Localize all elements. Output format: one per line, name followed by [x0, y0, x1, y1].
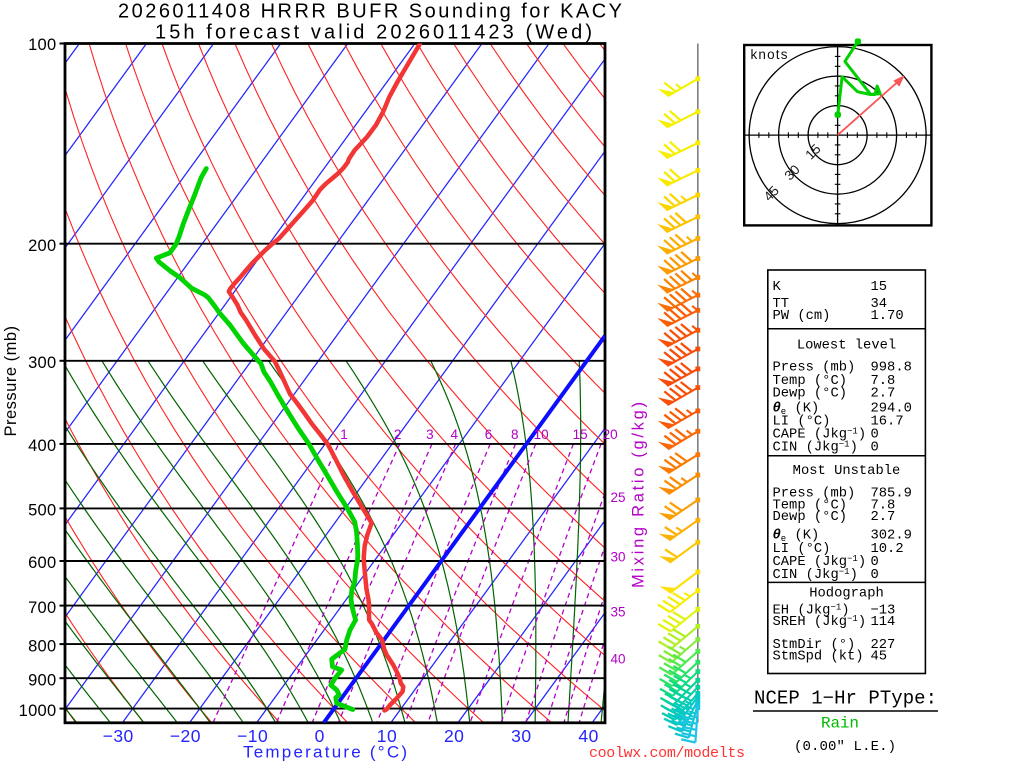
svg-text:200: 200: [28, 237, 56, 255]
svg-text:30: 30: [511, 726, 531, 746]
svg-text:TT: TT: [773, 297, 790, 312]
svg-text:coolwx.com/modelts: coolwx.com/modelts: [589, 745, 745, 762]
svg-text:2026011408 HRRR BUFR Sounding: 2026011408 HRRR BUFR Sounding for KACY: [118, 1, 622, 23]
svg-text:6: 6: [485, 427, 493, 442]
svg-text:2: 2: [394, 427, 402, 442]
svg-text:EH (Jkg−1): EH (Jkg−1): [773, 603, 850, 619]
svg-text:25: 25: [610, 490, 625, 505]
svg-text:227: 227: [871, 638, 896, 653]
svg-text:10: 10: [377, 726, 397, 746]
svg-text:16.7: 16.7: [871, 414, 904, 429]
svg-text:Dewp (°C): Dewp (°C): [773, 386, 848, 402]
svg-text:20: 20: [603, 427, 618, 442]
svg-text:35: 35: [610, 604, 625, 619]
svg-text:20: 20: [444, 726, 464, 746]
svg-text:Temperature (°C): Temperature (°C): [243, 743, 407, 762]
svg-text:900: 900: [28, 671, 56, 689]
svg-text:34: 34: [871, 297, 888, 312]
svg-text:Rain: Rain: [821, 715, 859, 733]
svg-text:1.70: 1.70: [871, 309, 904, 324]
svg-text:CIN (Jkg−1): CIN (Jkg−1): [773, 439, 858, 455]
svg-text:300: 300: [28, 354, 56, 372]
svg-text:0: 0: [871, 555, 879, 570]
svg-text:0: 0: [315, 726, 325, 746]
svg-text:294.0: 294.0: [871, 401, 912, 416]
svg-text:600: 600: [28, 554, 56, 572]
svg-text:400: 400: [28, 437, 56, 455]
svg-text:Hodograph: Hodograph: [809, 586, 884, 602]
svg-text:30: 30: [782, 162, 803, 183]
svg-text:θe (K): θe (K): [773, 400, 820, 417]
svg-text:700: 700: [28, 599, 56, 617]
svg-text:−20: −20: [170, 726, 201, 746]
svg-text:−30: −30: [103, 726, 134, 746]
svg-text:Dewp (°C): Dewp (°C): [773, 509, 848, 525]
svg-text:Most Unstable: Most Unstable: [793, 463, 901, 479]
svg-text:2.7: 2.7: [871, 510, 896, 525]
svg-text:1: 1: [340, 427, 348, 442]
svg-text:40: 40: [578, 726, 598, 746]
svg-text:40: 40: [610, 652, 625, 667]
svg-text:998.8: 998.8: [871, 361, 912, 376]
svg-text:114: 114: [871, 615, 896, 630]
svg-text:(0.00" L.E.): (0.00" L.E.): [794, 739, 896, 755]
svg-text:302.9: 302.9: [871, 529, 912, 544]
svg-text:SREH (Jkg−1): SREH (Jkg−1): [773, 614, 867, 630]
svg-text:Pressure (mb): Pressure (mb): [2, 325, 20, 436]
svg-text:Press (mb): Press (mb): [773, 486, 856, 502]
svg-text:CIN (Jkg−1): CIN (Jkg−1): [773, 567, 858, 583]
svg-text:0: 0: [871, 428, 879, 443]
svg-text:15: 15: [573, 427, 588, 442]
svg-text:2.7: 2.7: [871, 387, 896, 402]
svg-text:LI (°C): LI (°C): [773, 413, 831, 429]
svg-text:−10: −10: [237, 726, 268, 746]
svg-text:100: 100: [28, 36, 56, 54]
svg-text:10.2: 10.2: [871, 542, 904, 557]
svg-text:785.9: 785.9: [871, 487, 912, 502]
svg-text:45: 45: [871, 650, 888, 665]
svg-text:NCEP 1−Hr PType:: NCEP 1−Hr PType:: [754, 688, 937, 710]
svg-text:CAPE (Jkg−1): CAPE (Jkg−1): [773, 554, 867, 570]
svg-text:7.8: 7.8: [871, 374, 896, 389]
svg-text:7.8: 7.8: [871, 499, 896, 514]
svg-text:1000: 1000: [19, 702, 57, 720]
svg-text:Temp (°C): Temp (°C): [773, 373, 848, 389]
svg-text:0: 0: [871, 568, 879, 583]
svg-text:15h forecast valid 2026011423: 15h forecast valid 2026011423 (Wed): [155, 22, 592, 44]
svg-text:PW (cm): PW (cm): [773, 308, 831, 324]
svg-text:−13: −13: [871, 604, 896, 619]
svg-text:knots: knots: [751, 47, 788, 62]
svg-text:StmDir (°): StmDir (°): [773, 637, 856, 653]
svg-text:4: 4: [450, 427, 458, 442]
svg-text:CAPE (Jkg−1): CAPE (Jkg−1): [773, 427, 867, 443]
svg-text:Lowest level: Lowest level: [797, 337, 896, 353]
svg-text:800: 800: [28, 637, 56, 655]
svg-text:10: 10: [534, 427, 549, 442]
svg-text:Press (mb): Press (mb): [773, 360, 856, 376]
svg-text:StmSpd (kt): StmSpd (kt): [773, 649, 864, 665]
svg-text:Temp (°C): Temp (°C): [773, 498, 848, 514]
svg-text:Mixing Ratio (g/kg): Mixing Ratio (g/kg): [630, 402, 648, 588]
svg-text:3: 3: [426, 427, 434, 442]
svg-text:500: 500: [28, 502, 56, 520]
svg-text:30: 30: [610, 550, 625, 565]
svg-text:15: 15: [871, 280, 888, 295]
svg-text:θe (K): θe (K): [773, 528, 820, 545]
svg-text:K: K: [773, 280, 782, 295]
svg-text:LI (°C): LI (°C): [773, 541, 831, 557]
svg-text:0: 0: [871, 440, 879, 455]
svg-text:8: 8: [511, 427, 519, 442]
